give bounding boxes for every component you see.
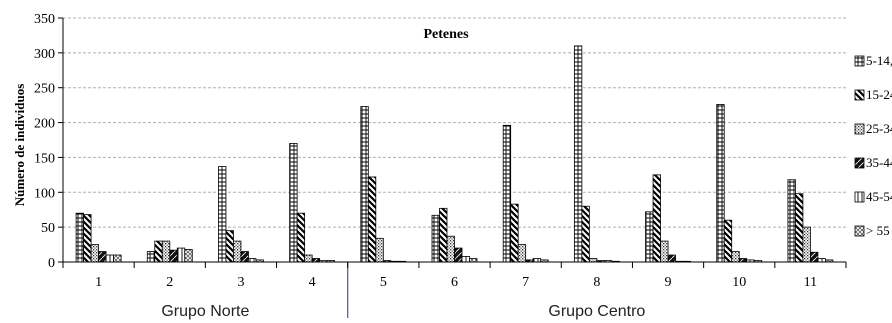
bar-cat5-series2 [367,176,377,263]
bar-cat3-series4 [240,251,249,263]
y-tick-label: 300 [34,47,55,62]
x-tick-label: 1 [95,275,102,290]
legend-swatch [854,225,865,237]
bar-cat9-series1 [645,211,654,263]
bar-cat2-series3 [161,240,171,263]
legend-entry: > 55 cm [866,223,892,238]
bar-cat2-series1 [146,251,156,263]
bar-cat7-series2 [510,203,519,263]
legend-swatch [854,157,865,169]
legend-swatch [854,55,865,67]
bar-cat6-series5 [461,256,470,263]
bar-cat9-series2 [652,174,661,263]
bar-cat8-series2 [581,205,590,263]
bar-cat6-series2 [439,207,448,263]
y-tick-label: 0 [48,256,55,271]
bar-cat1-series4 [98,251,107,263]
y-axis-ticks: 0 50 100 150 200 250 300 350 [34,12,63,271]
bar-cat4-series2 [296,212,306,263]
bar-cat9-series3 [660,240,669,263]
legend-swatch [854,89,865,101]
legend-entry: 25-34,9 cm [866,121,892,136]
bar-cat11-series4 [810,251,819,263]
bar-cat11-series3 [802,226,811,263]
bar-cat10-series4 [738,258,748,263]
legend-entry: 45-54,9 cm [866,189,892,204]
bar-cat9-series4 [667,254,676,263]
legend-entry: 5-14,9 cm [866,53,892,68]
x-tick-label: 6 [451,275,458,290]
bar-cat7-series5 [532,258,542,263]
bar-cat4-series1 [289,143,298,263]
bar-cat1-series3 [90,244,99,263]
bar-cat5-series3 [375,237,384,263]
bars [75,45,834,263]
bar-cat1-series2 [83,214,92,263]
bar-cat1-series5 [105,254,114,263]
bar-cat2-series4 [169,249,178,263]
legend: 5-14,9 cm 15-24,9 cm 25-34,9 cm 35-44,9 cm 4… [854,53,892,238]
bar-cat10-series2 [723,219,733,263]
legend-entry: 15-24,9 cm [866,87,892,102]
x-tick-label: 5 [380,275,387,290]
bar-cat7-series3 [517,244,527,263]
x-tick-label: 3 [237,275,244,290]
chart-title: Petenes [423,27,469,42]
group-labels: Grupo Norte Grupo Centro [161,303,645,320]
x-tick-label: 4 [309,275,316,290]
bar-cat3-series3 [233,240,242,263]
bar-cat3-series5 [248,258,257,263]
x-tick-label: 10 [732,275,746,290]
bar-cat3-series2 [225,230,234,263]
bar-cat8-series3 [588,258,598,263]
bar-cat5-series1 [360,106,369,263]
bar-cat4-series4 [311,258,321,263]
bar-cat2-series6 [184,249,193,263]
x-axis-ticks: 1 2 3 4 5 6 7 8 9 10 11 [62,262,847,290]
bar-cat1-series1 [75,212,84,263]
legend-entry: 35-44,9 cm [866,155,892,170]
bar-cat6-series3 [446,235,455,263]
x-tick-label: 2 [166,275,173,290]
legend-swatch [854,191,865,203]
bar-cat6-series1 [431,214,440,263]
bar-cat8-series1 [573,45,583,263]
group-label: Grupo Norte [161,303,249,320]
bar-cat11-series1 [787,179,796,263]
bar-cat10-series1 [716,104,725,263]
bar-cat11-series2 [795,193,804,263]
y-tick-label: 200 [34,117,55,132]
bar-cat11-series5 [817,258,826,263]
x-tick-label: 8 [593,275,600,290]
bar-cat7-series1 [502,124,512,263]
y-tick-label: 50 [41,221,55,236]
y-axis-label: Número de individuos [12,84,27,207]
x-tick-label: 9 [665,275,672,290]
axes [62,18,846,318]
y-tick-label: 150 [34,151,55,166]
bar-cat1-series6 [113,254,122,263]
y-tick-label: 100 [34,186,55,201]
legend-swatch [854,123,865,135]
grid-lines [63,17,846,228]
bar-cat6-series4 [454,247,463,263]
y-tick-label: 250 [34,82,55,97]
bar-cat2-series2 [154,240,163,263]
x-tick-label: 7 [522,275,529,290]
x-tick-label: 11 [804,275,817,290]
bar-cat3-series1 [218,166,227,263]
group-label: Grupo Centro [548,303,645,320]
bar-cat10-series3 [731,251,740,263]
bar-cat2-series5 [176,247,186,263]
bar-cat6-series6 [469,258,478,263]
y-tick-label: 350 [34,12,55,27]
bar-cat4-series3 [304,254,313,263]
